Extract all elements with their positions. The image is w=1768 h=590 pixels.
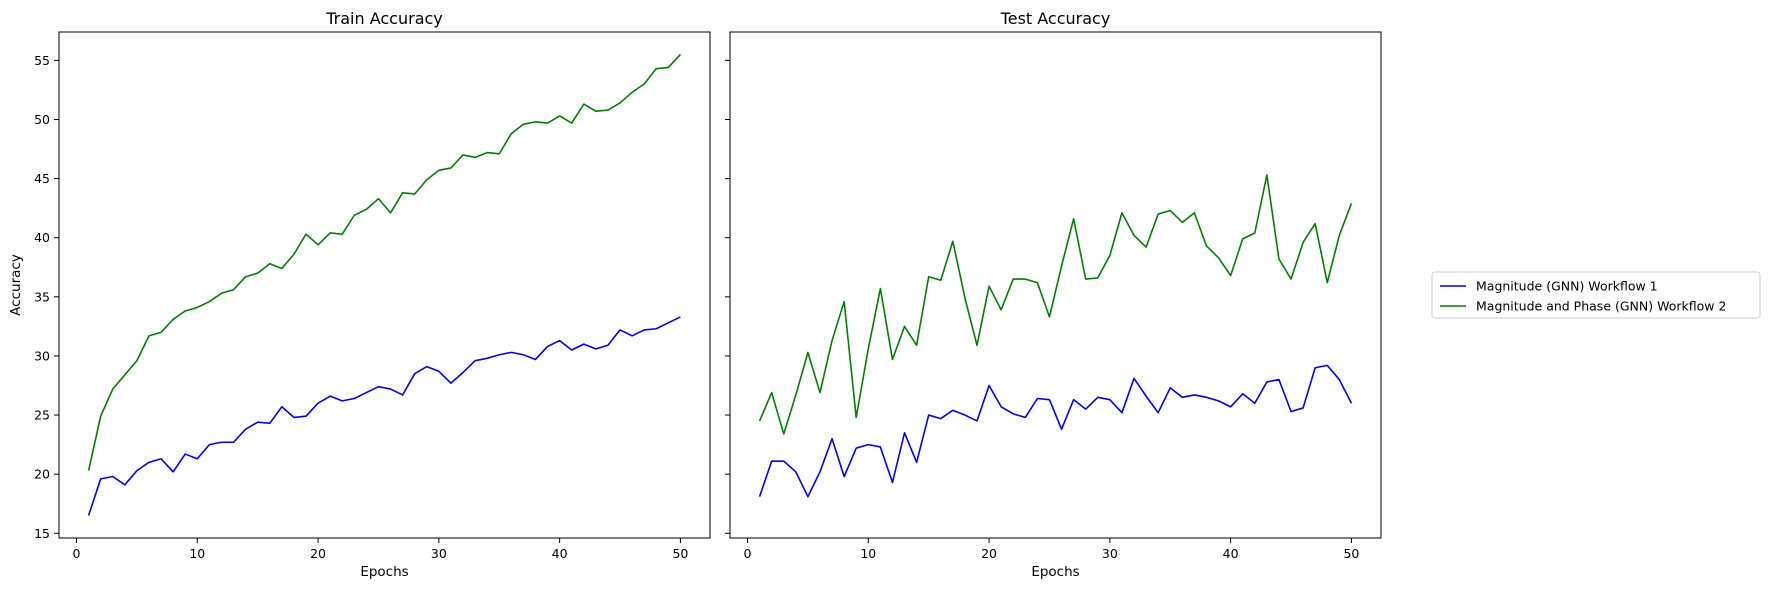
train-y-tick-label: 50: [34, 112, 50, 127]
test-x-tick-label: 30: [1102, 546, 1118, 561]
train-y-tick-label: 15: [34, 526, 50, 541]
test-x-tick-label: 50: [1343, 546, 1359, 561]
train-x-tick-label: 0: [73, 546, 81, 561]
test-plot-frame: [729, 31, 1382, 539]
train-series-1-line: [87, 316, 681, 516]
test-chart-title: Test Accuracy: [1000, 9, 1111, 28]
test-series-1-line: [758, 364, 1353, 498]
train-series-2-line: [87, 53, 681, 471]
train-y-axis-label: Accuracy: [8, 254, 24, 316]
legend: Magnitude (GNN) Workflow 1 Magnitude and …: [1431, 271, 1761, 319]
train-y-tick-label: 25: [34, 408, 50, 423]
train-y-tick-label: 40: [34, 230, 50, 245]
legend-label-2: Magnitude and Phase (GNN) Workflow 2: [1476, 299, 1726, 314]
train-x-tick-label: 20: [310, 546, 326, 561]
test-x-axis-label: Epochs: [1031, 564, 1079, 580]
train-plot-frame: [58, 31, 711, 539]
train-chart-title: Train Accuracy: [325, 9, 443, 28]
train-x-tick-label: 40: [552, 546, 568, 561]
train-y-tick-label: 30: [34, 348, 50, 363]
legend-box: [1431, 271, 1761, 319]
test-x-tick-label: 40: [1223, 546, 1239, 561]
test-series-2-line: [758, 174, 1353, 435]
train-x-axis-label: Epochs: [360, 564, 408, 580]
legend-label-1: Magnitude (GNN) Workflow 1: [1476, 279, 1658, 294]
test-x-tick-label: 20: [981, 546, 997, 561]
train-y-tick-label: 45: [34, 171, 50, 186]
train-x-tick-label: 50: [672, 546, 688, 561]
train-x-tick-label: 30: [431, 546, 447, 561]
train-x-tick-label: 10: [189, 546, 205, 561]
test-x-tick-label: 10: [860, 546, 876, 561]
train-y-tick-label: 20: [34, 467, 50, 482]
train-y-tick-label: 35: [34, 289, 50, 304]
train-y-tick-label: 55: [34, 53, 50, 68]
train-accuracy-chart: 0 10 20 30 40 50 15 20 25 30 35 40 45 50 55 Train Accur…: [8, 9, 711, 580]
test-x-tick-label: 0: [744, 546, 752, 561]
test-accuracy-chart: 0 10 20 30 40 50 Test Accuracy Epochs: [725, 9, 1382, 580]
